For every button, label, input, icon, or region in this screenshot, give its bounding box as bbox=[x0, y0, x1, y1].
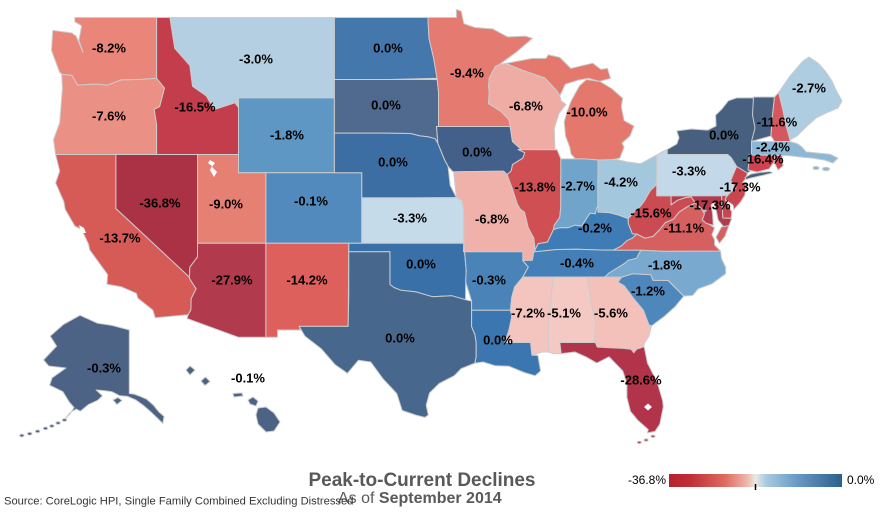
svg-text:-14.2%: -14.2% bbox=[286, 272, 328, 287]
svg-text:-5.6%: -5.6% bbox=[594, 305, 628, 320]
svg-text:-3.3%: -3.3% bbox=[672, 163, 706, 178]
svg-text:-2.4%: -2.4% bbox=[756, 139, 790, 154]
svg-text:-7.2%: -7.2% bbox=[511, 305, 545, 320]
svg-text:0.0%: 0.0% bbox=[847, 473, 875, 487]
svg-text:-2.7%: -2.7% bbox=[792, 80, 826, 95]
svg-text:-9.4%: -9.4% bbox=[450, 65, 484, 80]
svg-text:-15.6%: -15.6% bbox=[630, 205, 672, 220]
svg-text:-36.8%: -36.8% bbox=[628, 473, 666, 487]
svg-text:-2.7%: -2.7% bbox=[561, 178, 595, 193]
svg-text:-11.6%: -11.6% bbox=[757, 114, 798, 129]
svg-text:-16.5%: -16.5% bbox=[174, 99, 216, 114]
svg-text:-27.9%: -27.9% bbox=[211, 272, 253, 287]
svg-text:-0.3%: -0.3% bbox=[87, 360, 121, 375]
svg-text:-0.1%: -0.1% bbox=[231, 370, 265, 385]
svg-text:-3.3%: -3.3% bbox=[393, 210, 427, 225]
svg-text:-8.2%: -8.2% bbox=[92, 40, 126, 55]
svg-text:-0.2%: -0.2% bbox=[578, 220, 612, 235]
svg-text:0.0%: 0.0% bbox=[406, 256, 436, 271]
svg-text:0.0%: 0.0% bbox=[462, 144, 492, 159]
svg-text:-3.0%: -3.0% bbox=[239, 51, 273, 66]
svg-text:-13.7%: -13.7% bbox=[99, 230, 141, 245]
svg-text:-1.2%: -1.2% bbox=[631, 283, 665, 298]
svg-text:-0.1%: -0.1% bbox=[294, 193, 328, 208]
svg-text:0.0%: 0.0% bbox=[483, 332, 513, 347]
svg-text:-0.3%: -0.3% bbox=[472, 272, 506, 287]
svg-text:-36.8%: -36.8% bbox=[139, 195, 181, 210]
svg-text:-6.8%: -6.8% bbox=[475, 211, 509, 226]
svg-text:-6.8%: -6.8% bbox=[509, 98, 543, 113]
svg-text:0.0%: 0.0% bbox=[373, 40, 403, 55]
svg-text:-1.8%: -1.8% bbox=[270, 127, 304, 142]
svg-text:-7.6%: -7.6% bbox=[92, 108, 126, 123]
svg-text:-9.0%: -9.0% bbox=[209, 196, 243, 211]
svg-text:0.0%: 0.0% bbox=[385, 330, 415, 345]
svg-text:-16.4%: -16.4% bbox=[742, 151, 784, 166]
svg-text:-17.3%: -17.3% bbox=[719, 179, 761, 194]
svg-text:Source: CoreLogic HPI, Single: Source: CoreLogic HPI, Single Family Com… bbox=[4, 496, 353, 508]
svg-text:0.0%: 0.0% bbox=[371, 97, 401, 112]
svg-text:-10.0%: -10.0% bbox=[566, 104, 608, 119]
svg-text:-17.3%: -17.3% bbox=[689, 197, 731, 212]
svg-text:-28.6%: -28.6% bbox=[620, 372, 662, 387]
svg-text:-4.2%: -4.2% bbox=[604, 174, 638, 189]
svg-text:-0.4%: -0.4% bbox=[560, 255, 594, 270]
svg-text:-11.1%: -11.1% bbox=[664, 220, 705, 235]
svg-text:As of September 2014: As of September 2014 bbox=[338, 490, 502, 507]
svg-text:-5.1%: -5.1% bbox=[547, 305, 581, 320]
svg-text:-13.8%: -13.8% bbox=[514, 179, 556, 194]
svg-text:0.0%: 0.0% bbox=[378, 154, 408, 169]
svg-text:-1.8%: -1.8% bbox=[648, 257, 682, 272]
svg-text:Peak-to-Current Declines: Peak-to-Current Declines bbox=[308, 470, 535, 491]
svg-text:0.0%: 0.0% bbox=[709, 127, 739, 142]
